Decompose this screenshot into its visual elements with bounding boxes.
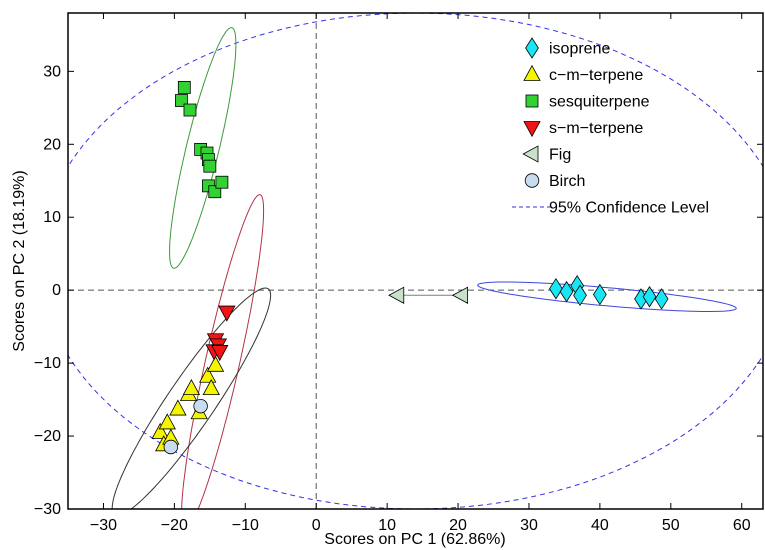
- point-birch: [193, 398, 208, 414]
- point-isoprene: [642, 285, 657, 308]
- point-sesquiterpene: [177, 81, 191, 94]
- x-tick-label: −20: [161, 517, 188, 534]
- point-c-m-terpene: [182, 379, 201, 396]
- legend: isoprene c−m−terpene sesquiterpene s−m−terp…: [512, 37, 709, 217]
- group-ellipse-sesquiterpene: [169, 27, 237, 269]
- legend-item-c-m-terpene: c−m−terpene: [523, 64, 643, 84]
- point-s-m-terpene: [218, 305, 236, 322]
- x-tick-label: 0: [312, 517, 321, 534]
- point-c-m-terpene: [158, 413, 176, 430]
- legend-label-sesquiterpene: sesquiterpene: [549, 94, 650, 111]
- group-ellipse-isoprene: [477, 281, 737, 312]
- plot-frame: [67, 12, 764, 510]
- point-isoprene: [559, 280, 574, 303]
- y-tick-label: −20: [34, 428, 61, 445]
- legend-marker-c-m-terpene: [523, 64, 541, 81]
- x-tick-label: −10: [232, 517, 259, 534]
- x-tick-label: 50: [662, 517, 680, 534]
- legend-label-fig: Fig: [549, 147, 571, 164]
- legend-label-isoprene: isoprene: [549, 41, 610, 58]
- legend-item-sesquiterpene: sesquiterpene: [525, 94, 650, 111]
- point-c-m-terpene: [169, 399, 187, 416]
- legend-marker-sesquiterpene: [525, 94, 539, 108]
- axes: −30 −20 −10 0 10 20 30 40 50 60 −30 −20 −10 0 10 20 30: [34, 13, 763, 534]
- y-tick-label: −10: [34, 355, 61, 372]
- point-s-m-terpene: [211, 345, 229, 362]
- x-axis-label: Scores on PC 1 (62.86%): [324, 531, 505, 548]
- point-isoprene: [549, 277, 563, 300]
- legend-label-birch: Birch: [549, 173, 585, 190]
- point-c-m-terpene: [151, 422, 169, 439]
- legend-label-95-confidence-level: 95% Confidence Level: [549, 200, 709, 217]
- y-tick-label: 30: [43, 63, 61, 80]
- legend-item-s-m-terpene: s−m−terpene: [523, 120, 643, 138]
- y-tick-label: 20: [43, 136, 61, 153]
- point-isoprene: [573, 284, 587, 307]
- group-ellipse-s-m-terpene: [181, 194, 265, 509]
- point-c-m-terpene: [199, 366, 217, 383]
- point-c-m-terpene: [206, 355, 225, 372]
- point-sesquiterpene: [175, 94, 188, 107]
- point-fig: [451, 286, 468, 304]
- legend-item-isoprene: isoprene: [525, 37, 610, 59]
- x-tick-label: 10: [378, 517, 396, 534]
- confidence-ellipse-95: [68, 13, 763, 509]
- point-sesquiterpene: [203, 159, 217, 173]
- y-tick-label: 10: [43, 209, 61, 226]
- plot-area: [68, 13, 763, 509]
- legend-marker-fig: [522, 145, 539, 163]
- point-birch: [163, 439, 179, 455]
- point-sesquiterpene: [215, 175, 229, 189]
- legend-marker-s-m-terpene: [523, 121, 541, 138]
- legend-item-fig: Fig: [522, 145, 571, 164]
- legend-label-c-m-terpene: c−m−terpene: [549, 67, 643, 84]
- legend-label-s-m-terpene: s−m−terpene: [549, 120, 643, 137]
- y-tick-label: 0: [52, 282, 61, 299]
- point-isoprene: [654, 288, 669, 310]
- point-c-m-terpene: [202, 379, 220, 396]
- point-sesquiterpene: [208, 185, 222, 199]
- point-fig: [388, 286, 405, 304]
- x-tick-label: −30: [90, 517, 117, 534]
- legend-item-birch: Birch: [524, 173, 585, 190]
- group-ellipse-c-m-terpene: [111, 287, 272, 509]
- legend-marker-birch: [524, 173, 540, 188]
- point-sesquiterpene: [183, 103, 197, 117]
- y-axis-label: Scores on PC 2 (18.19%): [11, 170, 28, 351]
- point-isoprene: [593, 283, 607, 306]
- x-tick-label: 40: [591, 517, 609, 534]
- y-tick-label: −30: [34, 501, 61, 518]
- x-tick-label: 20: [449, 517, 467, 534]
- x-tick-label: 30: [520, 517, 538, 534]
- legend-item-95-confidence-level: 95% Confidence Level: [512, 200, 709, 217]
- legend-marker-isoprene: [525, 37, 539, 59]
- x-tick-label: 60: [733, 517, 751, 534]
